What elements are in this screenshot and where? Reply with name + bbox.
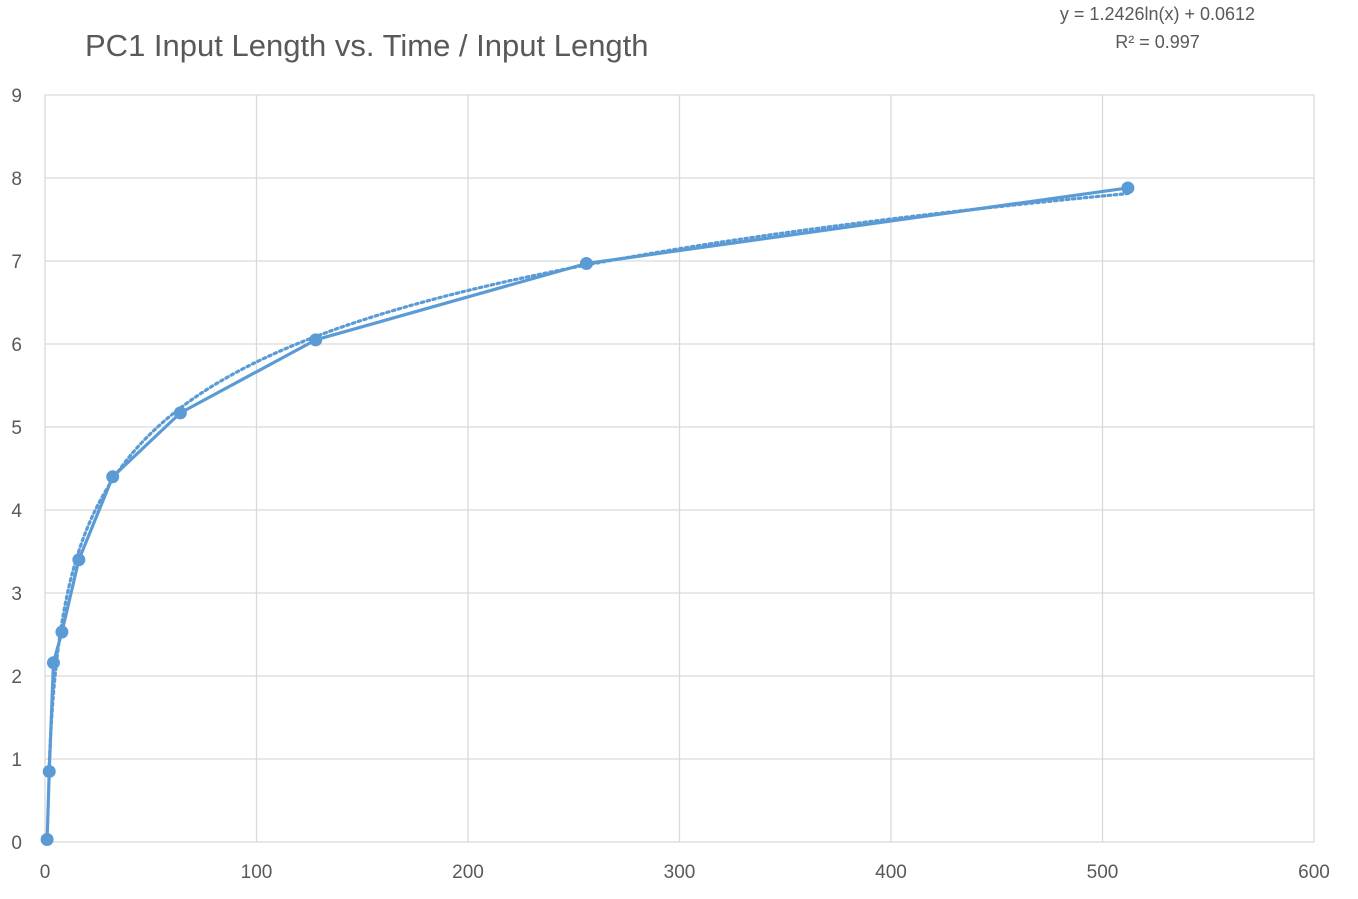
x-tick-label: 600 <box>1298 862 1330 883</box>
data-point <box>106 470 120 484</box>
data-point <box>40 833 54 847</box>
y-tick-label: 6 <box>11 335 22 356</box>
trendline <box>47 191 1130 768</box>
y-tick-label: 5 <box>11 418 22 439</box>
data-point <box>309 333 323 347</box>
y-tick-label: 1 <box>11 750 22 771</box>
x-tick-label: 100 <box>241 862 273 883</box>
data-point <box>1121 181 1135 195</box>
trendline-r-squared: R² = 0.997 <box>1115 32 1200 52</box>
data-point <box>72 553 86 567</box>
data-point <box>42 764 56 778</box>
chart-title: PC1 Input Length vs. Time / Input Length <box>85 28 649 63</box>
x-tick-label: 200 <box>452 862 484 883</box>
data-point <box>55 625 69 639</box>
y-tick-label: 8 <box>11 169 22 190</box>
trendline-path <box>47 191 1130 768</box>
x-tick-label: 400 <box>875 862 907 883</box>
data-point <box>173 406 187 420</box>
y-tick-label: 0 <box>11 833 22 854</box>
gridlines <box>44 94 1315 843</box>
y-tick-label: 3 <box>11 584 22 605</box>
data-point <box>579 256 593 270</box>
y-tick-label: 7 <box>11 252 22 273</box>
x-tick-label: 0 <box>40 862 51 883</box>
data-point <box>46 656 60 670</box>
series-line <box>45 186 1129 840</box>
trendline-equation: y = 1.2426ln(x) + 0.0612 <box>1059 4 1256 24</box>
y-tick-label: 9 <box>11 86 22 107</box>
y-tick-label: 2 <box>11 667 22 688</box>
series <box>40 181 1135 847</box>
x-tick-label: 300 <box>664 862 696 883</box>
x-tick-label: 500 <box>1087 862 1119 883</box>
tick-labels: 0 1 2 3 4 5 6 7 8 9 0 100 200 300 400 500 600 <box>11 86 1329 883</box>
y-tick-label: 4 <box>11 501 22 522</box>
